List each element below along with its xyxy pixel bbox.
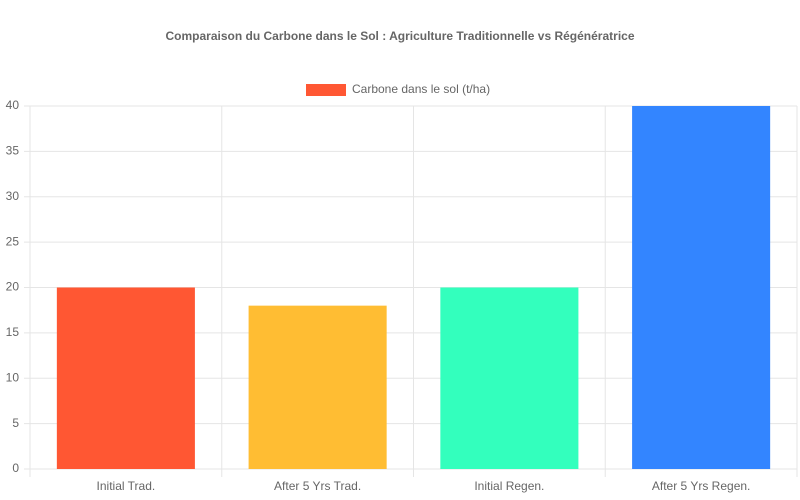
y-tick-label: 35 xyxy=(6,144,20,158)
y-tick-label: 25 xyxy=(6,234,20,248)
x-tick-label: After 5 Yrs Trad. xyxy=(274,479,361,493)
bar xyxy=(56,287,195,469)
bar xyxy=(632,106,771,469)
legend-label: Carbone dans le sol (t/ha) xyxy=(352,82,490,96)
bar xyxy=(248,305,387,469)
bar xyxy=(440,287,579,469)
y-tick-label: 15 xyxy=(6,325,20,339)
x-tick-label: After 5 Yrs Regen. xyxy=(652,479,751,493)
x-tick-label: Initial Regen. xyxy=(474,479,544,493)
legend-swatch xyxy=(306,84,346,96)
x-tick-label: Initial Trad. xyxy=(97,479,156,493)
y-tick-label: 10 xyxy=(6,370,20,384)
y-tick-label: 5 xyxy=(12,416,19,430)
y-tick-label: 30 xyxy=(6,189,20,203)
y-tick-label: 0 xyxy=(12,461,19,475)
y-tick-label: 40 xyxy=(6,98,20,112)
y-tick-label: 20 xyxy=(6,280,20,294)
chart-title: Comparaison du Carbone dans le Sol : Agr… xyxy=(166,29,635,43)
